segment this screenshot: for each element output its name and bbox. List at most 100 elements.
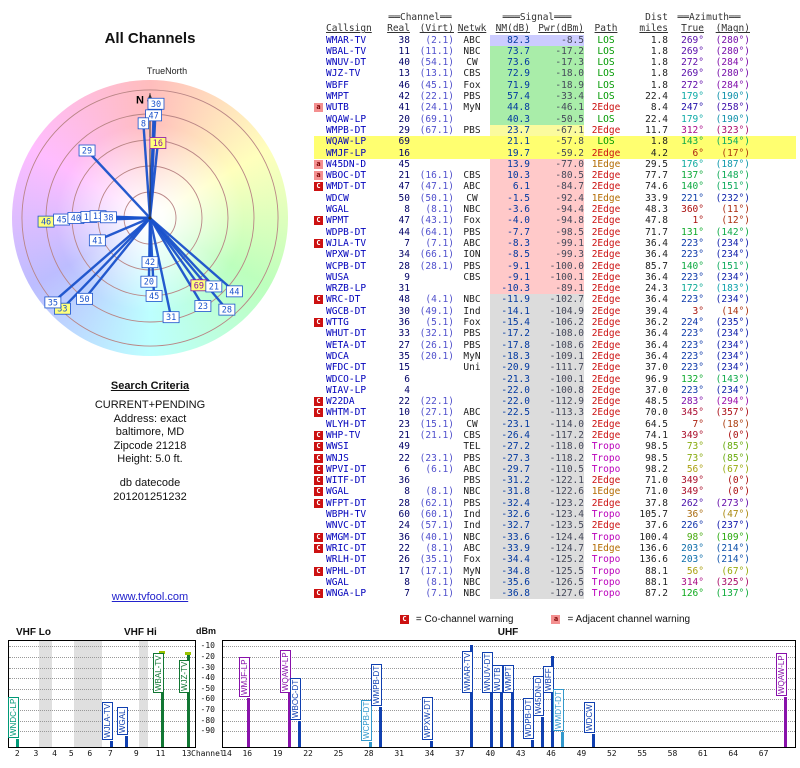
azimuth-true-cell: 179° — [681, 113, 704, 125]
path-cell: LOS — [597, 45, 615, 57]
distance-cell: 37.6 — [645, 520, 668, 532]
azimuth-true-cell: 179° — [681, 91, 704, 103]
azimuth-true-cell: 223° — [681, 294, 704, 306]
azimuth-magn-cell: (284°) — [715, 79, 750, 91]
channel-label-box — [137, 117, 150, 130]
spectrum-bar — [16, 738, 20, 747]
distance-cell: 1.8 — [650, 45, 668, 57]
azimuth-true-cell: 143° — [681, 136, 704, 148]
power-cell: -125.5 — [530, 565, 584, 577]
search-address-type: Address: exact — [113, 412, 187, 425]
distance-cell: 1.8 — [650, 34, 668, 46]
col-nm: NM(dB) — [495, 23, 530, 35]
channel-tick: 49 — [576, 749, 587, 758]
signal-ray — [96, 216, 151, 242]
distance-cell: 74.1 — [645, 429, 668, 441]
channel-tick: 34 — [424, 749, 435, 758]
tvfool-link[interactable]: www.tvfool.com — [111, 591, 189, 603]
table-row: WQAW-LP 69 21.1 -57.8 LOS 1.8 143° (154°) — [314, 136, 796, 148]
warn-marker — [314, 193, 326, 204]
channel-label: 11 — [84, 213, 94, 223]
col-magn: (Magn) — [715, 23, 750, 35]
channel-label-box — [44, 296, 62, 309]
noise-margin-cell: -27.3 — [490, 452, 530, 464]
distance-cell: 136.6 — [639, 554, 668, 566]
table-row: WMJF-LP 16 19.7 -59.2 2Edge 4.2 6° (17°) — [314, 147, 796, 159]
path-cell: 2Edge — [591, 350, 621, 362]
spectrum-bar — [378, 706, 382, 747]
virtual-channel-cell — [410, 136, 454, 147]
channel-label-box — [88, 234, 106, 247]
distance-cell: 36.2 — [645, 317, 668, 329]
power-cell: -104.9 — [530, 305, 584, 318]
noise-margin-cell: 82.3 — [490, 34, 530, 46]
vhf-spectrum-panel: WNDC-LP WJLA-TV WGAL WBAL-TV WJZ-TV — [8, 640, 196, 748]
gridline — [9, 688, 195, 690]
signal-ray — [148, 142, 160, 219]
channel-label-box — [100, 211, 117, 224]
channel-label: 20 — [144, 278, 154, 288]
network-cell: MyN — [463, 102, 481, 114]
warn-marker — [314, 374, 326, 385]
distance-cell: 1.8 — [650, 57, 668, 69]
power-cell: -77.0 — [530, 158, 584, 171]
db-datecode-label: db datecode — [119, 477, 181, 489]
network-cell: PBS — [463, 328, 481, 340]
col-miles: miles — [639, 23, 668, 35]
channel-label: 21 — [209, 282, 219, 292]
table-row: WBFF 46 (45.1) Fox 71.9 -18.9 LOS 1.8 272° (284°) — [314, 79, 796, 92]
channel-label-box — [76, 292, 93, 305]
real-channel-cell: 36 — [398, 531, 410, 543]
noise-margin-cell: -34.8 — [490, 565, 530, 577]
callsign-cell: WNGA-LP — [326, 588, 367, 600]
warn-marker: C — [314, 396, 326, 407]
path-cell: 2Edge — [591, 373, 621, 385]
distance-cell: 36.4 — [645, 249, 668, 261]
table-row: C WRC-DT 48 (4.1) NBC -11.9 -102.7 2Edge 36.4 223… — [314, 294, 796, 306]
channel-label: 28 — [222, 306, 232, 316]
dbm-tick: -60 — [200, 694, 215, 704]
channel-tick: 2 — [14, 749, 20, 758]
virtual-channel-cell: (64.1) — [419, 226, 454, 238]
noise-margin-cell: 40.3 — [490, 113, 530, 125]
signal-group-header: ═══Signal═══ — [502, 12, 572, 23]
virtual-channel-cell: (23.1) — [419, 452, 454, 464]
noise-margin-cell: -29.7 — [490, 463, 530, 476]
noise-margin-cell: -34.4 — [490, 554, 530, 566]
warn-marker — [314, 57, 326, 68]
callsign-cell: WMDT-DT — [326, 181, 367, 193]
noise-margin-cell: -20.9 — [490, 362, 530, 374]
channel-label: 29 — [82, 146, 92, 156]
distance-cell: 1.8 — [650, 136, 668, 148]
path-cell: LOS — [597, 91, 615, 103]
table-row: C WPHL-DT 17 (17.1) MyN -34.8 -125.5 Tropo 88.1 5… — [314, 565, 796, 577]
co-channel-warning-icon: C — [314, 476, 323, 486]
col-path: Path — [594, 23, 618, 35]
channel-tick: 46 — [546, 749, 556, 758]
azimuth-true-cell: 226° — [681, 520, 704, 532]
virtual-channel-cell — [410, 159, 454, 170]
power-cell: -124.4 — [530, 531, 584, 543]
distance-cell: 36.4 — [645, 294, 668, 306]
distance-cell: 33.9 — [645, 192, 668, 204]
azimuth-true-cell: 73° — [686, 441, 704, 453]
network-cell: Fox — [463, 215, 481, 227]
table-row: WGAL 8 (8.1) NBC -3.6 -94.4 2Edge 48.3 360° (11°) — [314, 204, 796, 216]
azimuth-magn-cell: (187°) — [715, 158, 750, 170]
warn-marker — [314, 46, 326, 57]
db-datecode-value: 201201251232 — [113, 490, 187, 503]
noise-margin-cell: -17.2 — [490, 328, 530, 340]
azimuth-magn-cell: (183°) — [715, 283, 750, 295]
power-cell: -33.4 — [530, 91, 584, 103]
real-channel-cell: 8 — [404, 486, 410, 498]
channel-tick: 7 — [107, 749, 113, 758]
real-channel-cell: 47 — [398, 215, 410, 227]
signal-peak-marker — [158, 650, 165, 654]
power-cell: -118.0 — [530, 441, 584, 453]
warn-marker: C — [314, 317, 326, 328]
path-cell: Tropo — [591, 452, 621, 464]
co-channel-warning-icon: C — [314, 182, 323, 192]
station-label: WJLA-TV — [102, 701, 114, 740]
azimuth-magn-cell: (67°) — [721, 463, 750, 475]
table-row: WDCW 50 (50.1) CW -1.5 -92.4 1Edge 33.9 221° (232… — [314, 192, 796, 205]
